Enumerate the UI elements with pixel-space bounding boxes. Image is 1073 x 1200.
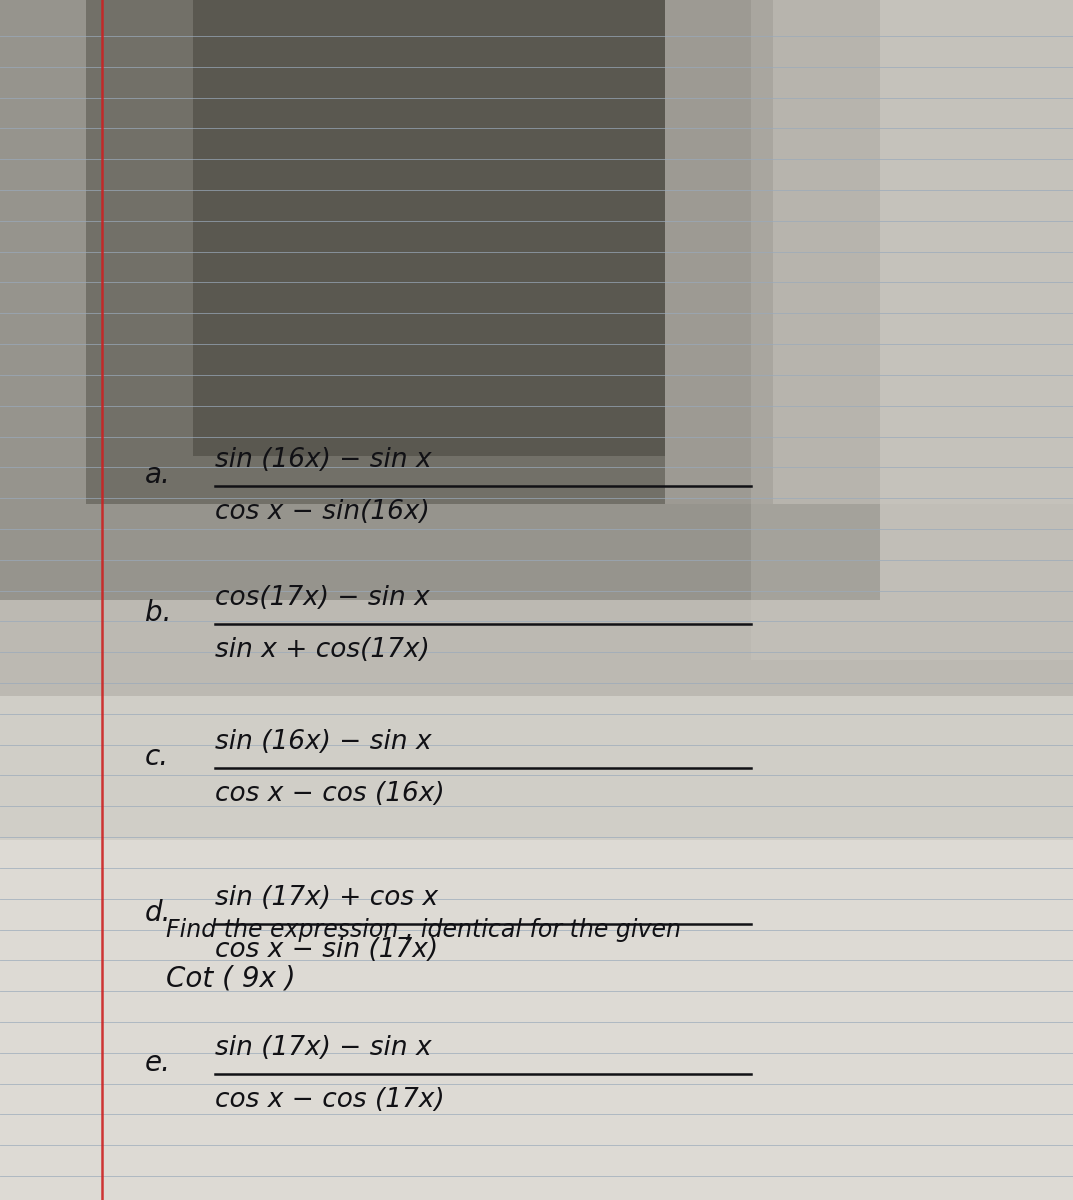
Bar [0,0,1073,696]
Bar [193,0,665,456]
Bar [86,0,773,504]
Bar [0,0,880,600]
Text: b.: b. [145,600,172,628]
Text: Find the expression , identical for the given: Find the expression , identical for the … [166,918,681,942]
Text: a.: a. [145,462,171,490]
Text: sin (17x) + cos x: sin (17x) + cos x [215,884,438,911]
Text: cos x − cos (16x): cos x − cos (16x) [215,781,444,808]
Text: sin (16x) − sin x: sin (16x) − sin x [215,446,431,473]
Bar [751,0,1073,660]
Bar [0,0,1073,840]
Bar [665,0,1073,504]
Text: cos(17x) − sin x: cos(17x) − sin x [215,584,429,611]
Text: e.: e. [145,1050,171,1078]
Text: Cot ( 9x ): Cot ( 9x ) [166,964,296,992]
Text: cos x − sin (17x): cos x − sin (17x) [215,937,438,964]
Text: c.: c. [145,744,168,772]
Text: sin x + cos(17x): sin x + cos(17x) [215,637,429,664]
Text: sin (17x) − sin x: sin (17x) − sin x [215,1034,431,1061]
Text: cos x − sin(16x): cos x − sin(16x) [215,499,429,526]
Text: cos x − cos (17x): cos x − cos (17x) [215,1087,444,1114]
Text: sin (16x) − sin x: sin (16x) − sin x [215,728,431,755]
Text: d.: d. [145,900,172,928]
